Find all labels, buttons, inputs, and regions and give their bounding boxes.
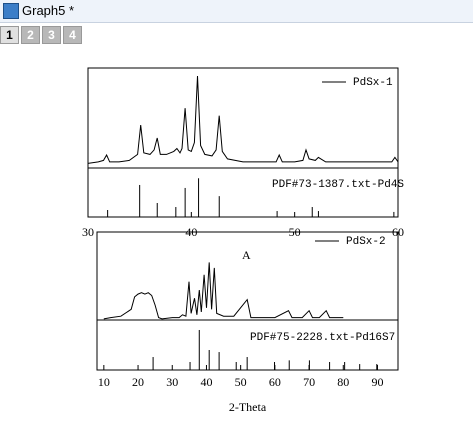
layer-tab[interactable]: 2 [21, 26, 40, 44]
x-tick-label: 30 [82, 225, 94, 239]
data-line [87, 75, 399, 164]
title-bar: Graph5 * [0, 0, 473, 23]
x-tick-label: 90 [371, 375, 383, 389]
x-tick-label: 20 [132, 375, 144, 389]
x-tick-label: 50 [235, 375, 247, 389]
layer-tab[interactable]: 4 [63, 26, 82, 44]
x-tick-label: 60 [269, 375, 281, 389]
annotation: A [242, 248, 251, 262]
plot-frame [87, 67, 399, 218]
layer-tab[interactable]: 1 [0, 26, 19, 44]
legend-label: PdSx-1 [353, 77, 393, 89]
reference-label: PDF#75-2228.txt-Pd16S7 [250, 332, 395, 344]
window-icon [3, 3, 19, 19]
x-tick-label: 10 [98, 375, 110, 389]
reference-label: PDF#73-1387.txt-Pd4S [272, 179, 404, 191]
legend-label: PdSx-2 [346, 236, 386, 248]
x-tick-label: 30 [166, 375, 178, 389]
window-title: Graph5 * [22, 3, 75, 18]
x-tick-label: 40 [200, 375, 212, 389]
layer-tab[interactable]: 3 [42, 26, 61, 44]
x-axis-title: 2-Theta [229, 400, 267, 414]
x-tick-label: 80 [337, 375, 349, 389]
data-line [103, 262, 344, 320]
x-tick-label: 70 [303, 375, 315, 389]
